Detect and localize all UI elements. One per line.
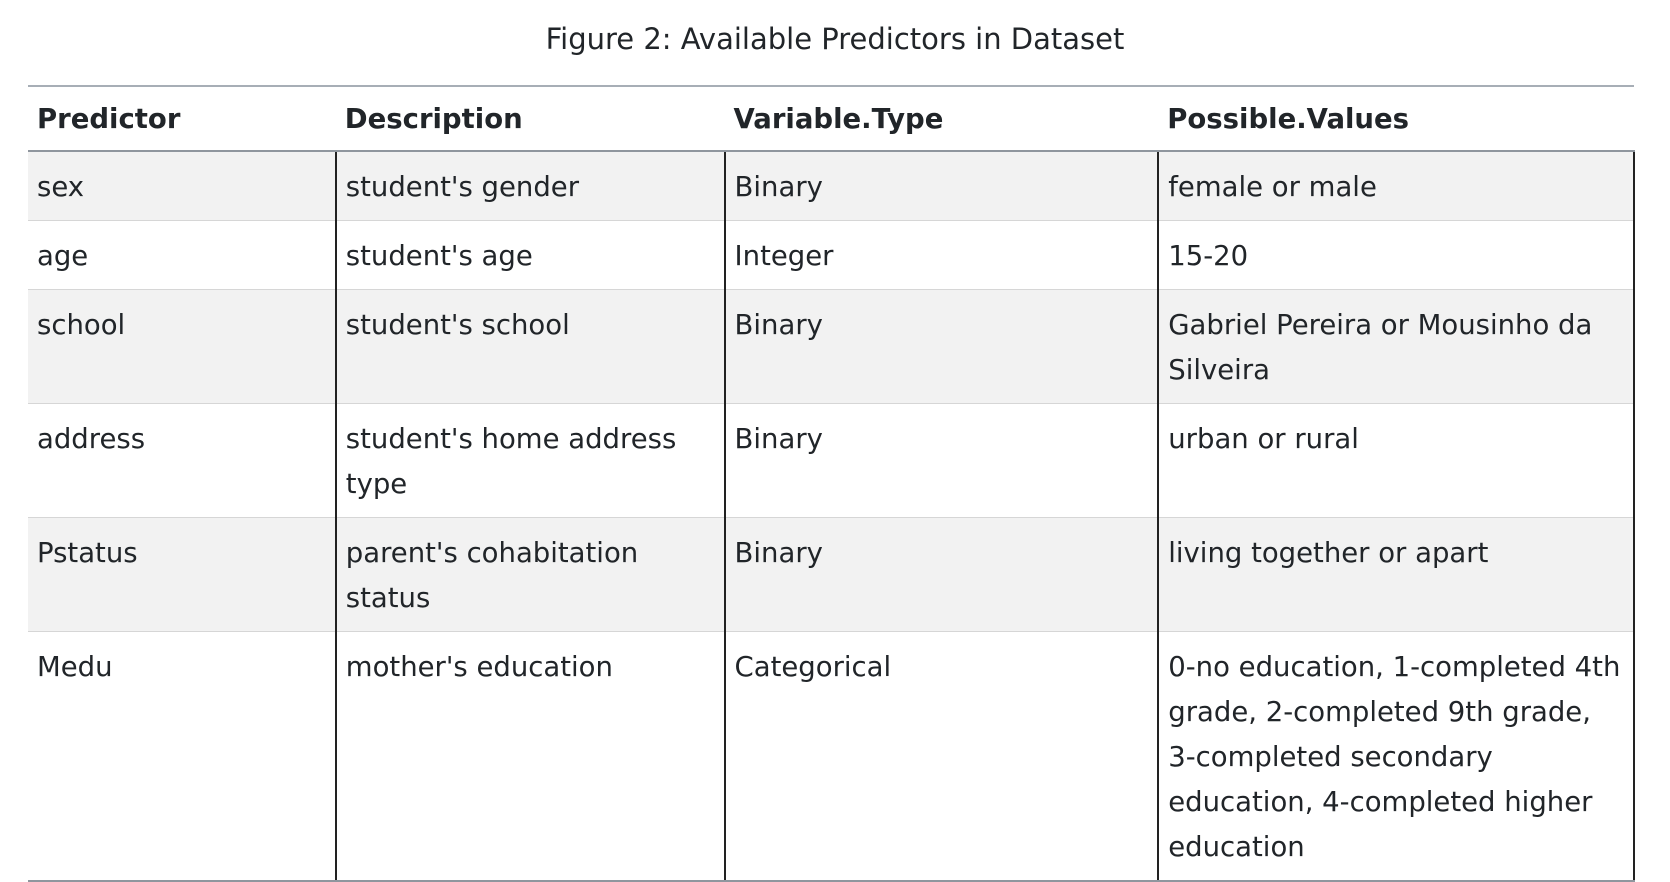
cell-predictor: sex (28, 150, 336, 221)
cell-predictor: Medu (28, 631, 336, 882)
header-variable-type: Variable.Type (724, 85, 1159, 152)
cell-possible-values: urban or rural (1157, 403, 1635, 518)
cell-description: mother's education (334, 631, 725, 882)
cell-description: student's school (334, 289, 725, 404)
table-header: Predictor Description Variable.Type Poss… (28, 85, 1634, 152)
table-row: Medu mother's education Categorical 0-no… (28, 631, 1635, 882)
cell-predictor: Pstatus (28, 517, 336, 632)
predictors-table: Predictor Description Variable.Type Poss… (28, 85, 1635, 882)
table-row: sex student's gender Binary female or ma… (28, 150, 1635, 221)
cell-possible-values: Gabriel Pereira or Mousinho da Silveira (1157, 289, 1635, 404)
cell-possible-values: 15-20 (1157, 220, 1635, 290)
table-row: school student's school Binary Gabriel P… (28, 289, 1635, 404)
cell-variable-type: Binary (723, 517, 1159, 632)
header-description: Description (335, 85, 725, 152)
header-possible-values: Possible.Values (1158, 85, 1634, 152)
cell-possible-values: female or male (1157, 150, 1635, 221)
cell-description: student's age (334, 220, 725, 290)
cell-predictor: age (28, 220, 336, 290)
cell-variable-type: Integer (723, 220, 1159, 290)
cell-predictor: address (28, 403, 336, 518)
cell-possible-values: 0-no education, 1-completed 4th grade, 2… (1157, 631, 1635, 882)
cell-description: student's home address type (334, 403, 725, 518)
table-row: age student's age Integer 15-20 (28, 220, 1635, 290)
cell-predictor: school (28, 289, 336, 404)
figure-caption: Figure 2: Available Predictors in Datase… (545, 22, 1125, 56)
table-body: sex student's gender Binary female or ma… (28, 150, 1635, 882)
cell-variable-type: Categorical (723, 631, 1159, 882)
cell-variable-type: Binary (723, 289, 1159, 404)
cell-variable-type: Binary (723, 150, 1159, 221)
header-row: Predictor Description Variable.Type Poss… (28, 85, 1634, 152)
table-row: Pstatus parent's cohabitation status Bin… (28, 517, 1635, 632)
cell-description: parent's cohabitation status (334, 517, 725, 632)
header-predictor: Predictor (28, 85, 336, 152)
cell-variable-type: Binary (723, 403, 1159, 518)
table-row: address student's home address type Bina… (28, 403, 1635, 518)
cell-description: student's gender (334, 150, 725, 221)
cell-possible-values: living together or apart (1157, 517, 1635, 632)
